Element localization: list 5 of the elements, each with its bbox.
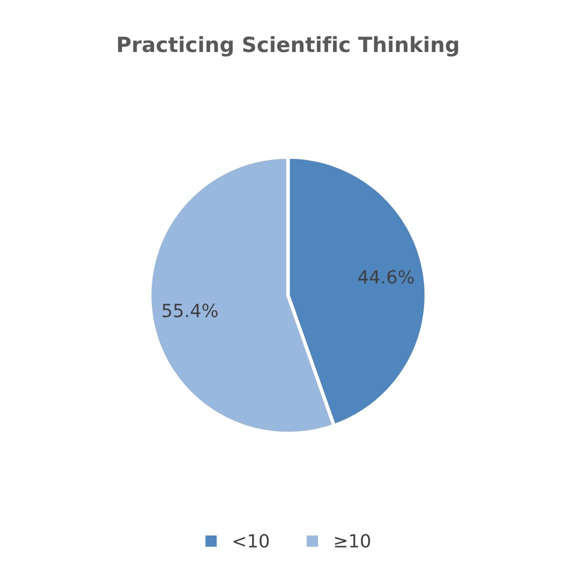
- legend-label: <10: [234, 534, 269, 548]
- legend-label: ≥10: [335, 534, 370, 548]
- data-label: 44.6%: [358, 270, 414, 284]
- data-label: 55.4%: [162, 304, 218, 318]
- chart-title: Practicing Scientific Thinking: [118, 36, 458, 56]
